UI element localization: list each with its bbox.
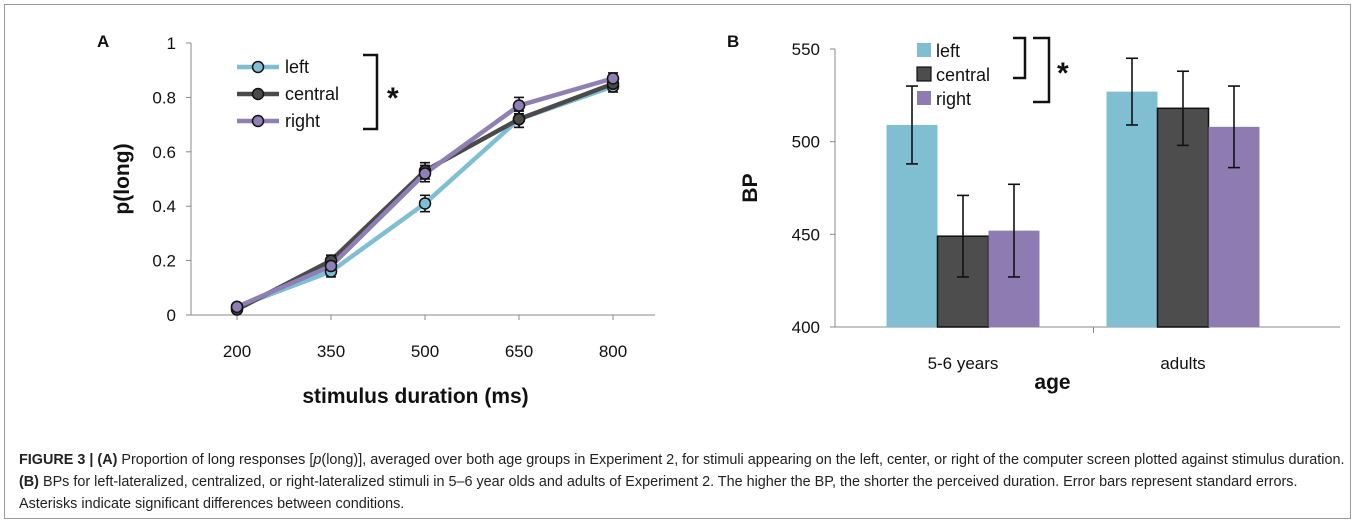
legend-label-right: right — [285, 111, 320, 131]
legend-marker-central — [251, 87, 265, 101]
caption-italic-p: p — [313, 452, 322, 468]
x-axis-title: age — [1034, 371, 1070, 394]
panel-b-significance-asterisk: * — [1057, 57, 1069, 90]
y-tick-label: 0.8 — [152, 88, 176, 107]
y-axis-title: BP — [739, 173, 762, 202]
caption-part-b-text: BPs for left-lateralized, centralized, o… — [19, 474, 1298, 512]
legend-label-left: left — [285, 57, 309, 77]
significance-bracket — [363, 53, 379, 131]
x-tick-label: 800 — [599, 342, 627, 361]
bar-chart-panel-b: B 400 450 500 550 5-6 years adults age BP left ce… — [727, 32, 1340, 394]
legend-swatch-left — [917, 43, 931, 57]
legend-label-central: central — [285, 84, 339, 104]
caption-part-a-label: (A) — [97, 452, 118, 468]
line-chart-panel-a: A 0 0.2 0.4 0.6 0.8 1 200 350 500 650 800 stimulus … — [97, 32, 655, 408]
caption-part-b-label: (B) — [19, 474, 39, 490]
panel-a-label: A — [97, 32, 109, 51]
x-category-label: 5-6 years — [928, 354, 999, 373]
y-axis-title: p(long) — [111, 143, 134, 214]
legend-label-left: left — [936, 41, 960, 61]
caption-part-a-text: Proportion of long responses [ — [117, 452, 314, 468]
bar-left — [1106, 91, 1158, 327]
caption-figure-label: FIGURE 3 | — [19, 452, 94, 468]
y-tick-label: 0.2 — [152, 252, 176, 271]
data-point-right — [324, 259, 338, 273]
y-tick-label: 1 — [167, 34, 176, 53]
data-point-central — [512, 112, 526, 126]
legend-label-central: central — [936, 65, 990, 85]
y-tick-label: 450 — [792, 225, 820, 244]
x-tick-label: 200 — [223, 342, 251, 361]
data-point-right — [512, 99, 526, 112]
x-tick-label: 500 — [411, 342, 439, 361]
x-tick-label: 650 — [505, 342, 533, 361]
figure-caption: FIGURE 3 | (A) Proportion of long respon… — [19, 449, 1349, 515]
panel-a-significance-asterisk: * — [387, 82, 399, 115]
x-category-label: adults — [1160, 354, 1205, 373]
data-point-right — [418, 167, 432, 180]
legend-swatch-central — [916, 66, 932, 82]
legend-label-right: right — [936, 89, 971, 109]
panel-b-label: B — [727, 32, 739, 51]
figure-frame: A 0 0.2 0.4 0.6 0.8 1 200 350 500 650 800 stimulus … — [4, 4, 1351, 519]
data-point-left — [418, 197, 432, 210]
y-tick-label: 400 — [792, 318, 820, 337]
caption-part-a-text-2: (long)], averaged over both age groups i… — [321, 452, 1345, 468]
x-axis-title: stimulus duration (ms) — [302, 385, 528, 408]
data-point-right — [230, 300, 244, 314]
significance-bracket-inner — [1013, 36, 1027, 80]
legend-marker-left — [251, 60, 265, 74]
y-tick-label: 0 — [167, 306, 176, 325]
y-tick-label: 500 — [792, 133, 820, 152]
y-tick-label: 550 — [792, 40, 820, 59]
legend-marker-right — [251, 114, 265, 128]
legend-swatch-right — [917, 91, 931, 105]
x-tick-label: 350 — [317, 342, 345, 361]
significance-bracket-outer — [1033, 36, 1051, 104]
y-tick-label: 0.4 — [152, 197, 176, 216]
y-tick-label: 0.6 — [152, 143, 176, 162]
data-point-right — [606, 72, 620, 85]
